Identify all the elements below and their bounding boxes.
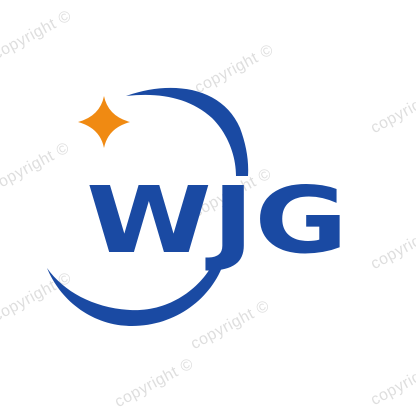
logo-wordmark: WJG [86, 167, 348, 274]
orbit-swoosh-icon [47, 262, 224, 326]
four-point-star-icon [78, 96, 130, 148]
orbit-swoosh-icon [126, 87, 249, 176]
